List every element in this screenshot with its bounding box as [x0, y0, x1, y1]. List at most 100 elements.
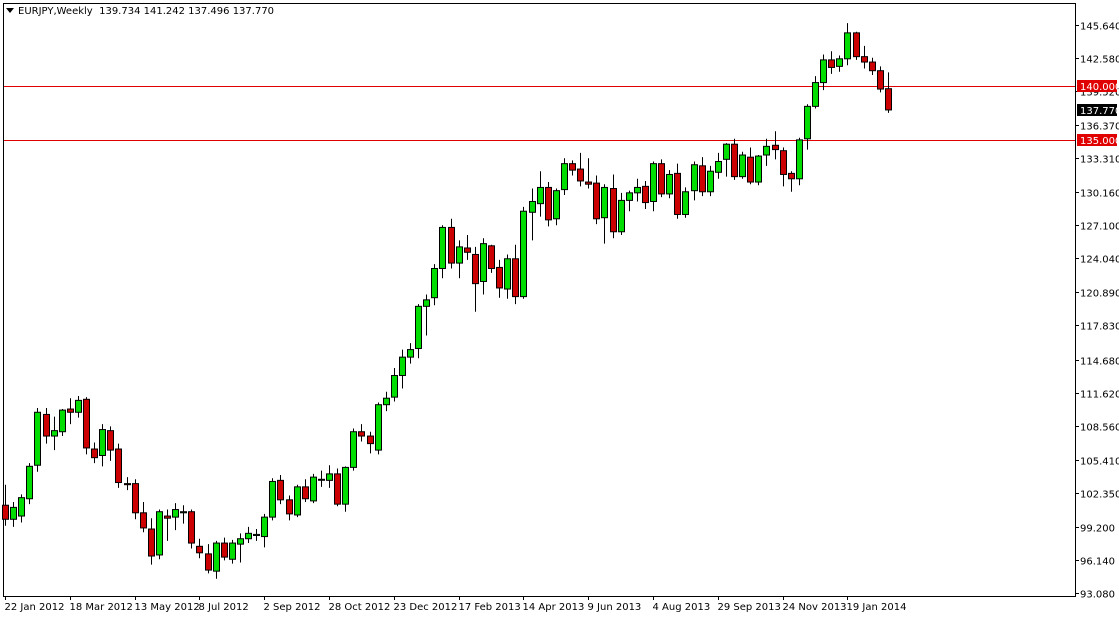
- candle-body: [148, 528, 155, 557]
- candle-body: [277, 479, 284, 501]
- candle-body: [553, 190, 560, 220]
- candle: [196, 538, 203, 559]
- candle: [107, 426, 114, 461]
- candle: [43, 407, 50, 444]
- candle-body: [132, 483, 139, 514]
- plot-frame: [3, 3, 1076, 597]
- symbol-label: EURJPY,Weekly: [18, 6, 93, 17]
- candle-body: [310, 476, 317, 502]
- candle: [747, 147, 754, 185]
- candle-body: [253, 533, 260, 536]
- candle-body: [456, 246, 463, 264]
- candle-body: [626, 192, 633, 201]
- candle: [618, 192, 625, 235]
- chart-header: EURJPY,Weekly 139.734 141.242 137.496 13…: [6, 6, 274, 18]
- candle: [691, 161, 698, 201]
- candle: [836, 55, 843, 72]
- x-tick-label: 4 Aug 2013: [653, 602, 711, 613]
- candle-body: [747, 156, 754, 183]
- candle-body: [43, 413, 50, 437]
- candle-body: [91, 448, 98, 459]
- horizontal-lines: [4, 86, 1075, 141]
- candle-body: [383, 397, 390, 406]
- candle-body: [431, 268, 438, 299]
- candle-body: [294, 486, 301, 516]
- price-labels: 140.000 135.000 137.770: [1077, 80, 1119, 147]
- y-tick-label: 124.040: [1080, 255, 1119, 266]
- candle-body: [642, 185, 649, 204]
- y-tick-label: 142.580: [1080, 55, 1119, 66]
- candle: [358, 424, 365, 442]
- candle-body: [10, 506, 17, 520]
- candle: [472, 246, 479, 312]
- candle-body: [634, 186, 641, 194]
- candle-body: [99, 429, 106, 457]
- candle-body: [488, 245, 495, 270]
- candle: [844, 23, 851, 66]
- candle: [318, 470, 325, 487]
- candle: [294, 484, 301, 518]
- candle-body: [836, 58, 843, 67]
- y-tick-label: 117.830: [1080, 322, 1119, 333]
- candle-body: [326, 473, 333, 481]
- candle: [237, 533, 244, 563]
- hline-price-label: 140.000: [1080, 82, 1119, 93]
- candle: [496, 259, 503, 298]
- candle-body: [156, 511, 163, 556]
- candle: [707, 165, 714, 197]
- candle-body: [180, 511, 187, 514]
- candle-body: [464, 247, 471, 253]
- candle: [772, 131, 779, 160]
- candle: [172, 503, 179, 531]
- candle-body: [715, 160, 722, 173]
- candle-body: [115, 448, 122, 484]
- candle-body: [439, 226, 446, 270]
- candle: [674, 163, 681, 219]
- x-tick-label: 2 Sep 2012: [264, 602, 321, 613]
- current-price-label-bg: [1077, 104, 1117, 116]
- candle-body: [496, 266, 503, 289]
- candle: [763, 138, 770, 166]
- candle-body: [691, 164, 698, 192]
- candle-body: [221, 542, 228, 558]
- chevron-down-icon[interactable]: [6, 8, 14, 13]
- candle: [423, 294, 430, 336]
- candle-body: [561, 163, 568, 191]
- candle-body: [124, 483, 131, 486]
- candle-body: [723, 143, 730, 160]
- candle-body: [820, 59, 827, 84]
- candle: [34, 407, 41, 472]
- candle: [488, 244, 495, 273]
- candle-body: [755, 155, 762, 183]
- y-tick-label: 108.560: [1080, 423, 1119, 434]
- candle-body: [658, 163, 665, 195]
- candle: [731, 138, 738, 180]
- candle-body: [375, 404, 382, 451]
- y-tick-label: 114.680: [1080, 357, 1119, 368]
- candle: [180, 505, 187, 524]
- candle-body: [196, 545, 203, 554]
- candle: [861, 45, 868, 69]
- candle: [699, 157, 706, 197]
- candle: [415, 304, 422, 359]
- candle: [464, 234, 471, 260]
- candle: [682, 187, 689, 218]
- x-tick-label: 23 Dec 2012: [394, 602, 458, 613]
- candle: [634, 178, 641, 202]
- candle-body: [520, 210, 527, 298]
- candle: [188, 509, 195, 549]
- candle-body: [739, 154, 746, 178]
- x-tick-label: 9 Jun 2013: [588, 602, 642, 613]
- candle: [723, 143, 730, 177]
- candle: [642, 180, 649, 210]
- y-tick-label: 145.640: [1080, 22, 1119, 33]
- candle-body: [861, 56, 868, 63]
- candle: [277, 474, 284, 505]
- candle: [739, 151, 746, 179]
- candle: [148, 518, 155, 565]
- candle-body: [812, 82, 819, 107]
- candle-body: [367, 435, 374, 445]
- candle-body: [731, 143, 738, 178]
- candle: [780, 147, 787, 187]
- x-tick-label: 17 Feb 2013: [459, 602, 521, 613]
